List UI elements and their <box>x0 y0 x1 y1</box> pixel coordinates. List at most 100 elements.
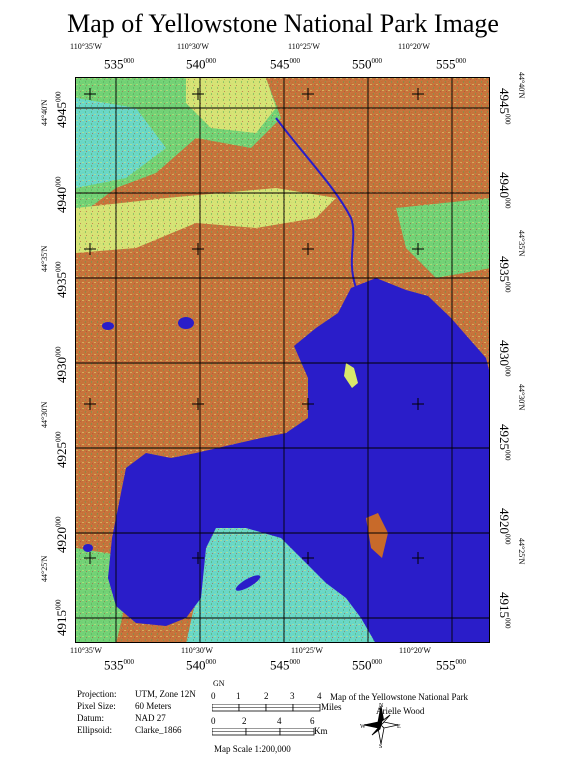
top-easting-1: 535000 <box>104 56 134 72</box>
left-lat-label-2: 44°35'N <box>40 245 49 272</box>
bottom-easting-1: 535000 <box>104 657 134 673</box>
grid-north-label: GN <box>213 679 225 688</box>
left-northing-6: 4920000 <box>54 516 69 554</box>
bottom-easting-3: 545000 <box>270 657 300 673</box>
graticule-cross <box>84 398 96 410</box>
right-lat-label-1: 44°40'N <box>517 72 526 99</box>
top-easting-2: 540000 <box>186 56 216 72</box>
graticule-crosses <box>84 88 424 564</box>
projection-value: UTM, Zone 12N <box>135 689 196 699</box>
right-lat-label-2: 44°35'N <box>517 230 526 257</box>
miles-tick-3: 3 <box>290 691 295 701</box>
utm-grid-lines <box>76 78 489 642</box>
scalebar-block: 0 1 2 3 4 Miles 0 2 4 6 Km Map Scale 1:2… <box>208 688 342 758</box>
small-lake <box>83 544 93 552</box>
km-tick-4: 4 <box>277 716 282 726</box>
right-northing-3: 4935000 <box>497 256 512 293</box>
graticule-cross <box>412 243 424 255</box>
ellipsoid-value: Clarke_1866 <box>135 725 182 735</box>
bottom-easting-2: 540000 <box>186 657 216 673</box>
map-scale: Map Scale 1:200,000 <box>214 744 291 754</box>
right-northing-1: 4945000 <box>497 88 512 125</box>
datum-label: Datum: <box>77 713 104 723</box>
lake-island-small <box>344 363 358 388</box>
pixel-size-value: 60 Meters <box>135 701 172 711</box>
small-lake <box>102 322 114 330</box>
graticule-cross <box>84 552 96 564</box>
km-tick-6: 6 <box>310 716 315 726</box>
graticule-cross <box>192 552 204 564</box>
top-lon-label-3: 110°25'W <box>288 42 320 51</box>
map-canvas <box>76 78 489 642</box>
graticule-cross <box>302 88 314 100</box>
graticule-cross <box>192 88 204 100</box>
bottom-easting-5: 555000 <box>436 657 466 673</box>
graticule-cross <box>412 398 424 410</box>
km-tick-0: 0 <box>211 716 216 726</box>
right-northing-2: 4940000 <box>497 172 512 209</box>
lake-island <box>366 513 388 558</box>
graticule-cross <box>302 552 314 564</box>
km-tick-2: 2 <box>242 716 247 726</box>
compass-n: N <box>379 703 384 709</box>
graticule-cross <box>302 243 314 255</box>
top-lon-label-2: 110°30'W <box>177 42 209 51</box>
small-lake <box>235 575 261 591</box>
compass-e: E <box>397 724 401 730</box>
km-bar <box>212 728 315 736</box>
miles-tick-0: 0 <box>211 691 216 701</box>
right-lat-label-4: 44°25'N <box>517 538 526 565</box>
left-northing-1: 4945000 <box>54 91 69 129</box>
right-northing-7: 4915000 <box>497 592 512 629</box>
top-easting-3: 545000 <box>270 56 300 72</box>
small-lake <box>178 317 194 329</box>
graticule-cross <box>192 243 204 255</box>
left-lat-label-1: 44°40'N <box>40 99 49 126</box>
graticule-cross <box>84 243 96 255</box>
top-easting-5: 555000 <box>436 56 466 72</box>
yellowstone-lake <box>108 278 489 642</box>
yellowstone-river <box>275 117 357 289</box>
right-northing-6: 4920000 <box>497 508 512 545</box>
ellipsoid-label: Ellipsoid: <box>77 725 113 735</box>
left-lat-label-3: 44°30'N <box>40 401 49 428</box>
miles-tick-4: 4 <box>317 691 322 701</box>
credits-title: Map of the Yellowstone National Park <box>330 692 468 702</box>
top-easting-4: 550000 <box>352 56 382 72</box>
pixel-size-label: Pixel Size: <box>77 701 116 711</box>
datum-value: NAD 27 <box>135 713 166 723</box>
top-lon-label-4: 110°20'W <box>398 42 430 51</box>
left-northing-5: 4925000 <box>54 431 69 469</box>
credits-author: Arielle Wood <box>376 706 425 716</box>
top-lon-label-1: 110°35'W <box>70 42 102 51</box>
miles-tick-1: 1 <box>236 691 241 701</box>
left-northing-4: 4930000 <box>54 346 69 384</box>
graticule-cross <box>302 398 314 410</box>
km-unit: Km <box>314 726 328 736</box>
bottom-lon-label-1: 110°35'W <box>70 646 102 655</box>
miles-unit: Miles <box>321 702 342 712</box>
bottom-lon-label-4: 110°20'W <box>399 646 431 655</box>
projection-label: Projection: <box>77 689 117 699</box>
miles-bar <box>212 704 321 712</box>
graticule-cross <box>412 88 424 100</box>
projection-info: Projection: UTM, Zone 12N Pixel Size: 60 M… <box>77 688 196 736</box>
graticule-cross <box>412 552 424 564</box>
satellite-map-image <box>75 77 490 643</box>
right-lat-label-3: 44°30'N <box>517 384 526 411</box>
compass-rose-icon: S E W N <box>360 703 401 748</box>
left-lat-label-4: 44°25'N <box>40 555 49 582</box>
bottom-lon-label-3: 110°25'W <box>291 646 323 655</box>
right-northing-4: 4930000 <box>497 340 512 377</box>
right-northing-5: 4925000 <box>497 424 512 461</box>
compass-s: S <box>379 744 382 748</box>
bottom-easting-4: 550000 <box>352 657 382 673</box>
left-northing-3: 4935000 <box>54 261 69 299</box>
map-title: Map of Yellowstone National Park Image <box>67 9 499 38</box>
graticule-cross <box>192 398 204 410</box>
left-northing-7: 4915000 <box>54 599 69 637</box>
compass-w: W <box>360 724 366 730</box>
miles-tick-2: 2 <box>264 691 269 701</box>
left-northing-2: 4940000 <box>54 176 69 214</box>
bottom-lon-label-2: 110°30'W <box>181 646 213 655</box>
